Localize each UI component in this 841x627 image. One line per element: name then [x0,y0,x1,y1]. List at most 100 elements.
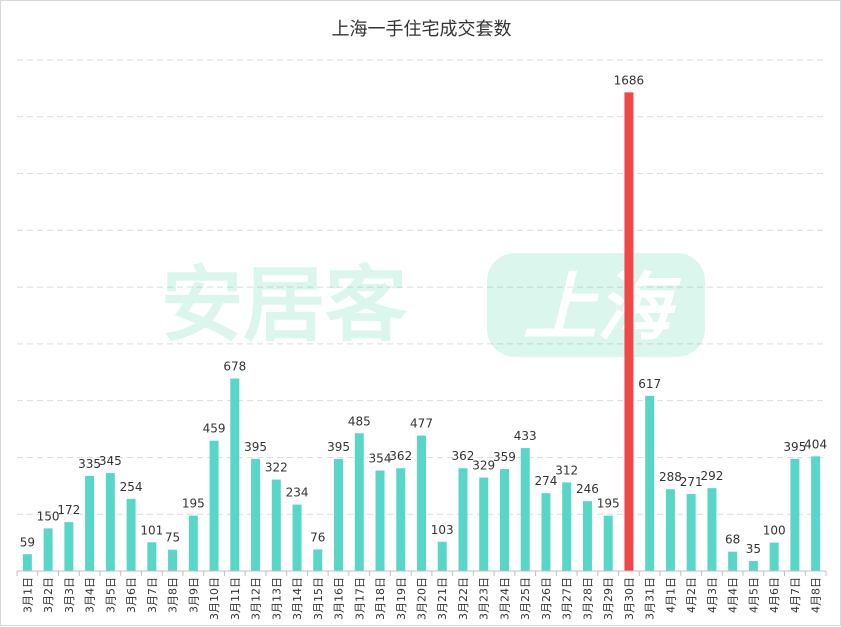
data-label: 288 [659,470,682,484]
data-label: 322 [265,461,288,475]
bar [334,459,343,571]
tick-label: 4月1日 [664,577,677,613]
x-axis-ticks: 3月1日 3月2日 3月3日 3月4日 3月5日 3月6日 3月7日 3月8日 3月9日 3月10… [17,571,826,620]
tick-label: 3月8日 [167,577,180,613]
bar [417,436,426,571]
tick-label: 4月5日 [747,577,760,613]
data-label: 172 [57,503,80,517]
data-label: 335 [78,457,101,471]
tick-label: 3月26日 [540,577,553,620]
data-label: 100 [763,524,786,538]
data-label: 195 [597,497,620,511]
tick-label: 3月6日 [125,577,138,613]
bar [541,493,550,571]
bar [64,522,73,571]
tick-label: 3月21日 [436,577,449,620]
bar [583,501,592,571]
tick-label: 3月4日 [84,577,97,613]
tick-label: 3月3日 [63,577,76,613]
data-label: 354 [369,452,392,466]
watermark-city: 上海 [523,265,682,351]
bar [376,471,385,571]
data-label: 345 [99,454,122,468]
tick-label: 3月9日 [187,577,200,613]
bar [106,473,115,571]
bar [811,456,820,571]
bar [500,469,509,571]
data-label: 68 [725,533,740,547]
data-label: 271 [680,475,703,489]
bar [168,550,177,571]
bar [438,542,447,571]
data-label: 312 [555,463,578,477]
data-label: 395 [327,440,350,454]
tick-label: 3月20日 [416,577,429,620]
tick-label: 3月27日 [561,577,574,620]
data-label: 246 [576,482,599,496]
data-label: 395 [783,440,806,454]
bar [85,476,94,571]
bar [355,433,364,571]
data-label: 195 [182,497,205,511]
tick-label: 4月3日 [706,577,719,613]
bar [521,448,530,571]
tick-label: 3月23日 [478,577,491,620]
data-label: 459 [203,422,226,436]
bar [396,468,405,571]
tick-label: 3月12日 [250,577,263,620]
data-label: 75 [165,531,180,545]
tick-label: 3月24日 [498,577,511,620]
data-label: 35 [746,542,761,556]
data-label: 150 [37,509,60,523]
bar [127,499,136,571]
bar [458,468,467,571]
bar [210,441,219,571]
data-label: 477 [410,417,433,431]
tick-label: 3月2日 [42,577,55,613]
tick-label: 3月18日 [374,577,387,620]
data-label: 485 [348,414,371,428]
bar [707,488,716,571]
bar [479,478,488,571]
data-label: 292 [700,469,723,483]
tick-label: 3月13日 [270,577,283,620]
bar [728,552,737,571]
bar [666,489,675,571]
data-label: 362 [389,449,412,463]
data-label: 404 [804,437,827,451]
bar [147,542,156,571]
bar [189,516,198,571]
bar [790,459,799,571]
tick-label: 4月6日 [768,577,781,613]
data-label: 274 [535,474,558,488]
tick-label: 3月14日 [291,577,304,620]
tick-label: 3月19日 [395,577,408,620]
data-label: 617 [638,377,661,391]
data-label: 362 [452,449,475,463]
tick-label: 3月11日 [229,577,242,620]
bar [251,459,260,571]
bar [687,494,696,571]
tick-label: 4月8日 [810,577,823,613]
tick-label: 3月5日 [104,577,117,613]
bar [44,528,53,571]
tick-label: 3月16日 [333,577,346,620]
bar [230,379,239,571]
data-label: 59 [20,535,35,549]
tick-label: 3月28日 [581,577,594,620]
watermark-brand: 安居客 [161,258,407,353]
data-label: 433 [514,429,537,443]
tick-label: 3月25日 [519,577,532,620]
data-label: 359 [493,450,516,464]
tick-label: 4月4日 [727,577,740,613]
tick-label: 3月17日 [353,577,366,620]
bar [624,92,633,571]
bar [770,543,779,571]
bar [23,554,32,571]
data-label: 234 [286,486,309,500]
bar [293,505,302,571]
tick-label: 4月7日 [789,577,802,613]
bar [562,482,571,571]
